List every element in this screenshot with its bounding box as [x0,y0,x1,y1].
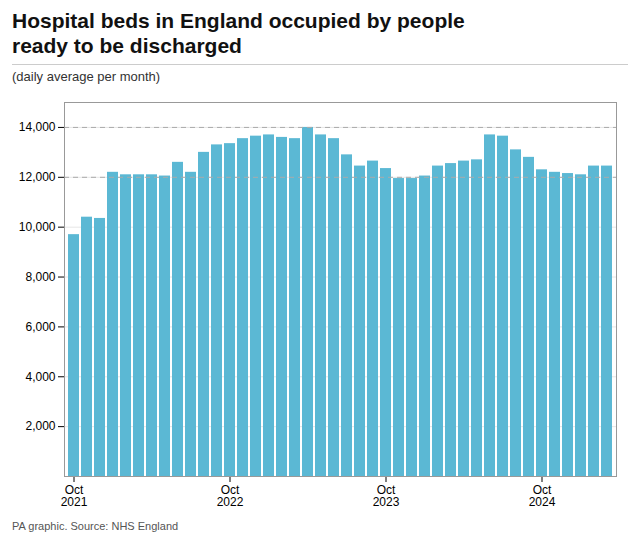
svg-text:2,000: 2,000 [25,420,55,434]
svg-text:Oct2022: Oct2022 [217,483,244,509]
svg-text:10,000: 10,000 [19,220,56,234]
svg-text:8,000: 8,000 [25,270,55,284]
svg-text:Oct2023: Oct2023 [373,483,400,509]
html-text:(daily average per month): (daily average per month) [12,69,161,85]
html-text:PA graphic. Source: NHS Englan: PA graphic. Source: NHS England [12,520,179,533]
svg-text:12,000: 12,000 [19,171,56,185]
svg-text:14,000: 14,000 [19,121,56,135]
svg-text:6,000: 6,000 [25,320,55,334]
svg-text:Oct2024: Oct2024 [529,483,556,509]
svg-text:4,000: 4,000 [25,370,55,384]
svg-text:Oct2021: Oct2021 [61,483,88,509]
html-text:Hospital beds in England occup: Hospital beds in England occupied by peo… [12,9,465,58]
